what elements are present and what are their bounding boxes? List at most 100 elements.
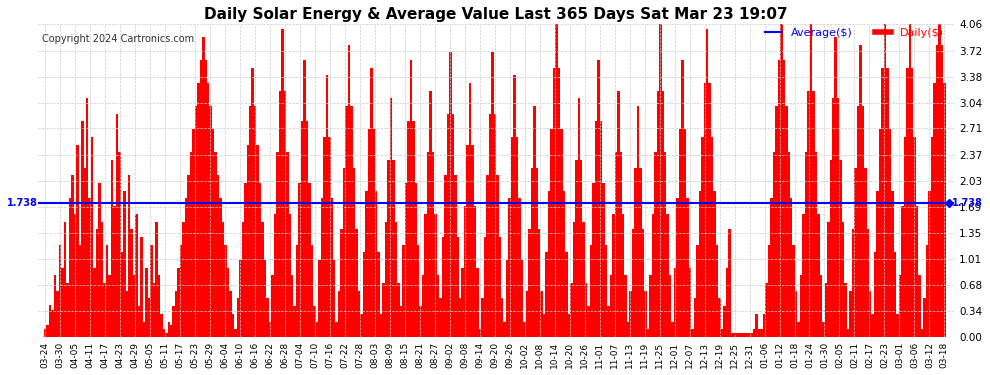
Bar xyxy=(785,106,787,337)
Bar xyxy=(494,114,496,337)
Bar xyxy=(666,214,669,337)
Bar xyxy=(797,321,800,337)
Bar xyxy=(681,60,684,337)
Bar xyxy=(422,275,425,337)
Bar xyxy=(519,198,521,337)
Bar xyxy=(936,45,939,337)
Bar xyxy=(313,306,316,337)
Bar xyxy=(899,275,901,337)
Bar xyxy=(215,152,217,337)
Bar xyxy=(506,260,509,337)
Bar xyxy=(719,298,721,337)
Bar xyxy=(185,198,187,337)
Bar xyxy=(68,198,71,337)
Bar xyxy=(323,137,326,337)
Bar xyxy=(425,214,427,337)
Bar xyxy=(459,298,461,337)
Bar xyxy=(101,222,103,337)
Bar xyxy=(365,191,367,337)
Bar xyxy=(625,275,627,337)
Bar xyxy=(600,122,602,337)
Bar xyxy=(859,45,861,337)
Bar xyxy=(499,237,501,337)
Bar xyxy=(177,268,180,337)
Bar xyxy=(202,37,205,337)
Bar xyxy=(390,98,392,337)
Bar xyxy=(739,333,741,337)
Bar xyxy=(684,129,686,337)
Bar xyxy=(523,321,526,337)
Bar xyxy=(753,329,755,337)
Bar xyxy=(669,275,671,337)
Bar xyxy=(940,45,943,337)
Bar xyxy=(607,306,610,337)
Bar xyxy=(644,291,646,337)
Bar xyxy=(377,252,380,337)
Bar xyxy=(768,244,770,337)
Bar xyxy=(415,183,417,337)
Bar xyxy=(651,214,654,337)
Bar xyxy=(555,24,557,337)
Bar xyxy=(73,214,76,337)
Bar xyxy=(884,24,886,337)
Bar xyxy=(66,283,68,337)
Bar xyxy=(254,106,256,337)
Bar xyxy=(509,198,511,337)
Bar xyxy=(303,60,306,337)
Bar xyxy=(792,244,795,337)
Bar xyxy=(249,106,251,337)
Bar xyxy=(817,214,820,337)
Bar xyxy=(939,24,940,337)
Bar xyxy=(851,229,854,337)
Bar xyxy=(931,137,934,337)
Bar xyxy=(385,222,387,337)
Bar xyxy=(432,152,435,337)
Bar xyxy=(770,198,772,337)
Bar xyxy=(805,152,807,337)
Bar xyxy=(575,160,577,337)
Bar xyxy=(83,168,86,337)
Bar xyxy=(649,275,651,337)
Bar xyxy=(822,321,825,337)
Bar xyxy=(605,244,607,337)
Bar xyxy=(615,152,617,337)
Bar xyxy=(410,60,412,337)
Bar xyxy=(486,176,489,337)
Bar xyxy=(800,275,802,337)
Bar xyxy=(58,244,61,337)
Bar xyxy=(590,244,592,337)
Bar xyxy=(795,291,797,337)
Bar xyxy=(587,306,590,337)
Bar xyxy=(155,222,157,337)
Bar xyxy=(689,268,691,337)
Bar xyxy=(259,183,261,337)
Bar xyxy=(78,244,81,337)
Bar xyxy=(849,291,851,337)
Bar xyxy=(442,237,445,337)
Bar xyxy=(316,321,318,337)
Bar xyxy=(187,176,190,337)
Bar xyxy=(264,260,266,337)
Bar xyxy=(375,191,377,337)
Bar xyxy=(136,214,138,337)
Bar xyxy=(533,106,536,337)
Bar xyxy=(430,91,432,337)
Bar xyxy=(61,268,63,337)
Bar xyxy=(782,60,785,337)
Bar xyxy=(734,333,736,337)
Bar xyxy=(311,244,313,337)
Bar xyxy=(333,260,336,337)
Bar xyxy=(222,222,225,337)
Title: Daily Solar Energy & Average Value Last 365 Days Sat Mar 23 19:07: Daily Solar Energy & Average Value Last … xyxy=(204,7,788,22)
Bar xyxy=(646,329,649,337)
Bar xyxy=(656,91,659,337)
Bar xyxy=(331,198,333,337)
Bar xyxy=(247,144,249,337)
Bar xyxy=(395,222,397,337)
Bar xyxy=(276,152,278,337)
Bar xyxy=(53,275,56,337)
Bar xyxy=(451,114,454,337)
Bar xyxy=(170,326,172,337)
Bar xyxy=(704,83,706,337)
Bar xyxy=(212,129,215,337)
